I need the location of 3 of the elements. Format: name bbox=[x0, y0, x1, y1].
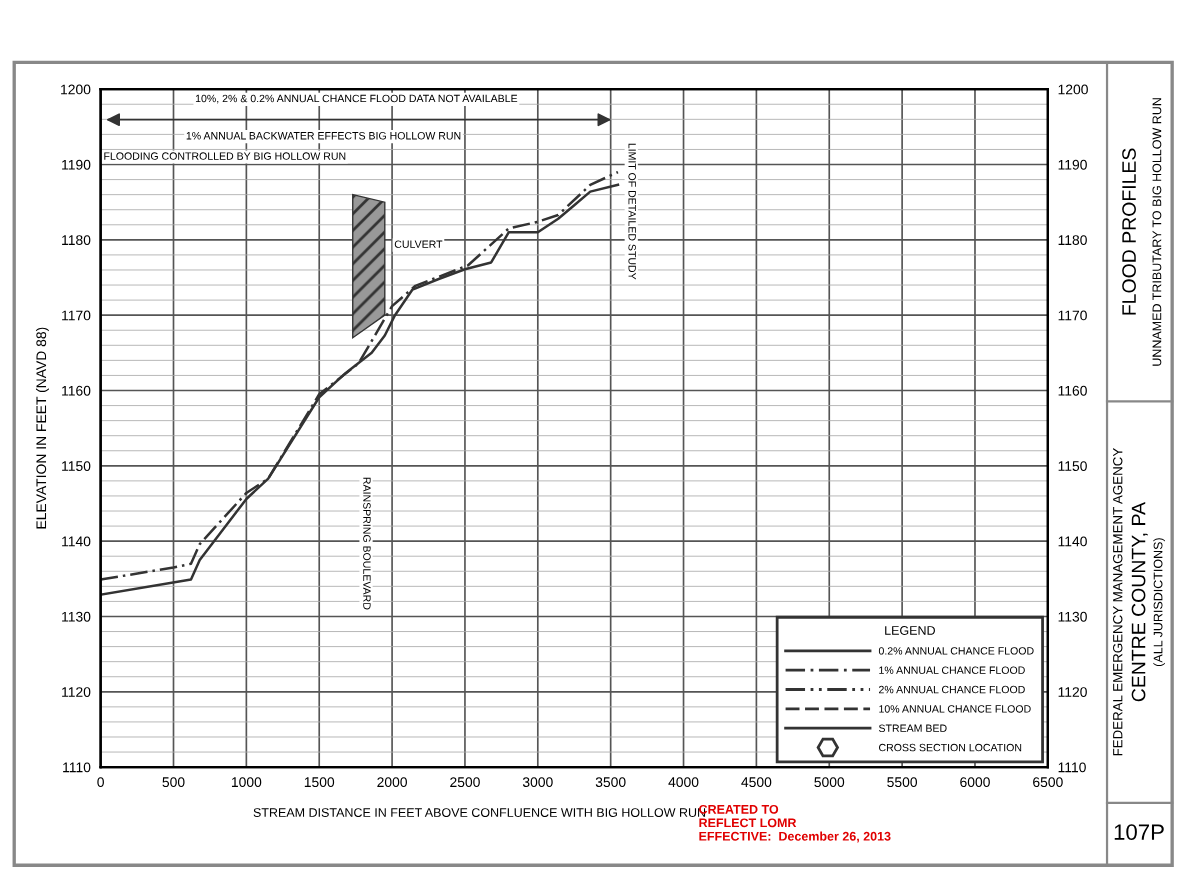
text: 107P bbox=[1114, 824, 1164, 840]
text: FLOOD PROFILES bbox=[1122, 148, 1136, 315]
text: CENTRE COUNTY, PA bbox=[1131, 502, 1148, 702]
